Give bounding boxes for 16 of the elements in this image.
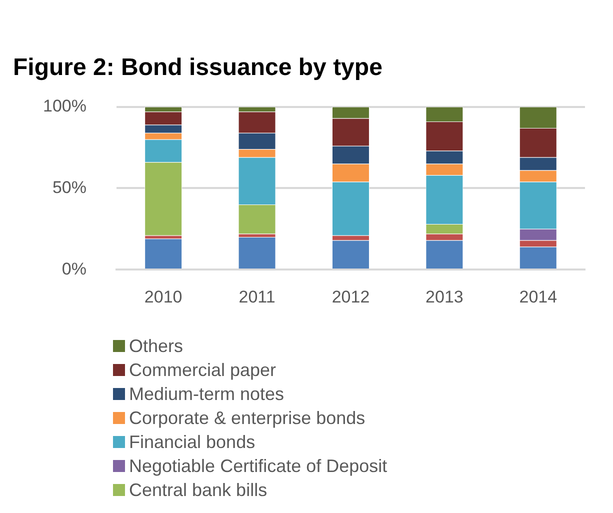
legend-label: Negotiable Certificate of Deposit — [129, 456, 388, 476]
x-tick-label: 2010 — [144, 287, 182, 306]
y-tick-label: 100% — [42, 96, 86, 116]
legend-label: Financial bonds — [129, 432, 256, 452]
y-tick-label: 50% — [52, 178, 86, 197]
x-tick-label: 2012 — [332, 287, 370, 306]
legend-label: Central bank bills — [129, 480, 268, 500]
legend-label: Commercial paper — [129, 360, 276, 380]
legend-label: Corporate & enterprise bonds — [129, 408, 366, 428]
legend-label: Medium-term notes — [129, 384, 284, 404]
x-tick-label: 2014 — [519, 287, 558, 306]
legend-label: Others — [129, 336, 184, 356]
chart-title: Figure 2: Bond issuance by type — [13, 54, 382, 82]
y-tick-label: 0% — [62, 259, 86, 278]
x-tick-label: 2013 — [426, 287, 464, 306]
x-tick-label: 2011 — [238, 287, 276, 306]
